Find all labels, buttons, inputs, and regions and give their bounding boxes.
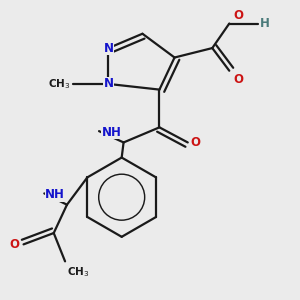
Text: H: H xyxy=(260,17,269,30)
Text: O: O xyxy=(10,238,20,251)
Text: NH: NH xyxy=(102,126,122,139)
Text: O: O xyxy=(191,136,201,149)
Text: O: O xyxy=(233,9,243,22)
Text: O: O xyxy=(233,73,243,85)
Text: N: N xyxy=(103,42,113,55)
Text: N: N xyxy=(103,77,113,90)
Text: CH$_3$: CH$_3$ xyxy=(67,265,89,279)
Text: CH$_3$: CH$_3$ xyxy=(48,77,71,91)
Text: NH: NH xyxy=(45,188,65,201)
